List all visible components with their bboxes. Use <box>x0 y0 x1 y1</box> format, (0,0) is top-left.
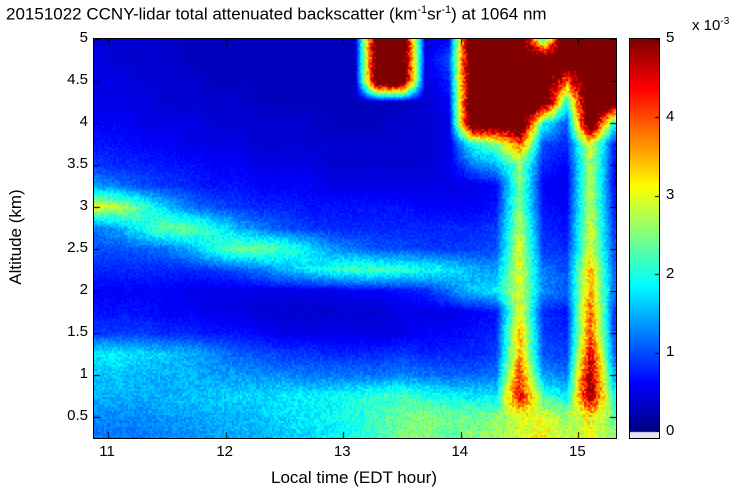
y-tick-label: 1 <box>79 365 88 382</box>
y-tick-label: 4.5 <box>67 71 88 88</box>
y-axis-label: Altitude (km) <box>6 189 25 285</box>
colorbar-tick-label: 2 <box>666 264 675 282</box>
y-tick-label: 3.5 <box>67 155 88 172</box>
y-tick-label: 5 <box>79 29 88 46</box>
colorbar-tick-label: 4 <box>666 107 675 125</box>
y-tick-label: 2.5 <box>67 239 88 256</box>
colorbar-canvas <box>630 39 659 438</box>
colorbar-tick-label: 5 <box>666 29 675 46</box>
y-tick-label: 3 <box>79 197 88 214</box>
heatmap-plot-area <box>93 38 617 439</box>
colorbar-scale-base: x 10 <box>692 17 721 34</box>
title-text-3: ) at 1064 nm <box>451 4 547 24</box>
heatmap-canvas <box>94 39 616 438</box>
x-tick-label: 11 <box>99 443 115 460</box>
x-tick-label: 13 <box>333 443 351 460</box>
title-text-2: sr <box>427 4 442 24</box>
colorbar-tick-label: 1 <box>666 343 675 361</box>
colorbar-scale-label: x 10-3 <box>692 16 729 34</box>
x-tick-label: 15 <box>569 443 586 460</box>
y-tick-label: 1.5 <box>67 323 88 340</box>
y-tick-label: 4 <box>79 113 88 130</box>
x-tick-label: 12 <box>216 443 234 460</box>
colorbar-tick-label: 3 <box>666 186 675 204</box>
title-superscript-2: -1 <box>441 4 452 16</box>
x-axis-label: Local time (EDT hour) <box>271 468 437 487</box>
y-tick-label: 0.5 <box>67 407 88 424</box>
title-superscript-1: -1 <box>417 4 428 16</box>
x-tick-label: 14 <box>451 443 469 460</box>
chart-title: 20151022 CCNY-lidar total attenuated bac… <box>6 4 547 25</box>
colorbar <box>629 38 660 439</box>
colorbar-scale-exponent: -3 <box>720 16 730 27</box>
y-tick-label: 2 <box>79 281 88 298</box>
colorbar-tick-label: 0 <box>666 422 675 439</box>
title-text-1: 20151022 CCNY-lidar total attenuated bac… <box>6 4 418 24</box>
